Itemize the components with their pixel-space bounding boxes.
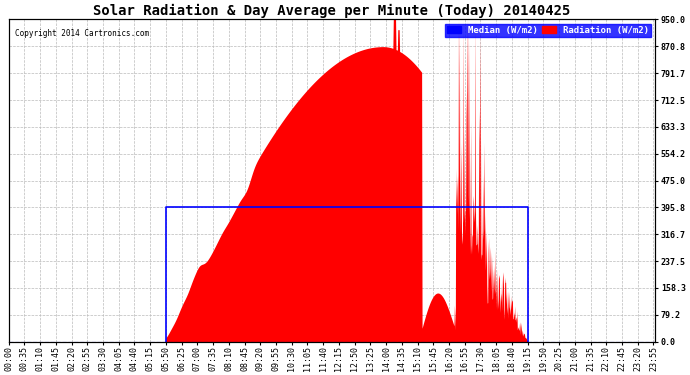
- Legend: Median (W/m2), Radiation (W/m2): Median (W/m2), Radiation (W/m2): [445, 24, 651, 37]
- Text: Copyright 2014 Cartronics.com: Copyright 2014 Cartronics.com: [15, 29, 149, 38]
- Title: Solar Radiation & Day Average per Minute (Today) 20140425: Solar Radiation & Day Average per Minute…: [93, 4, 571, 18]
